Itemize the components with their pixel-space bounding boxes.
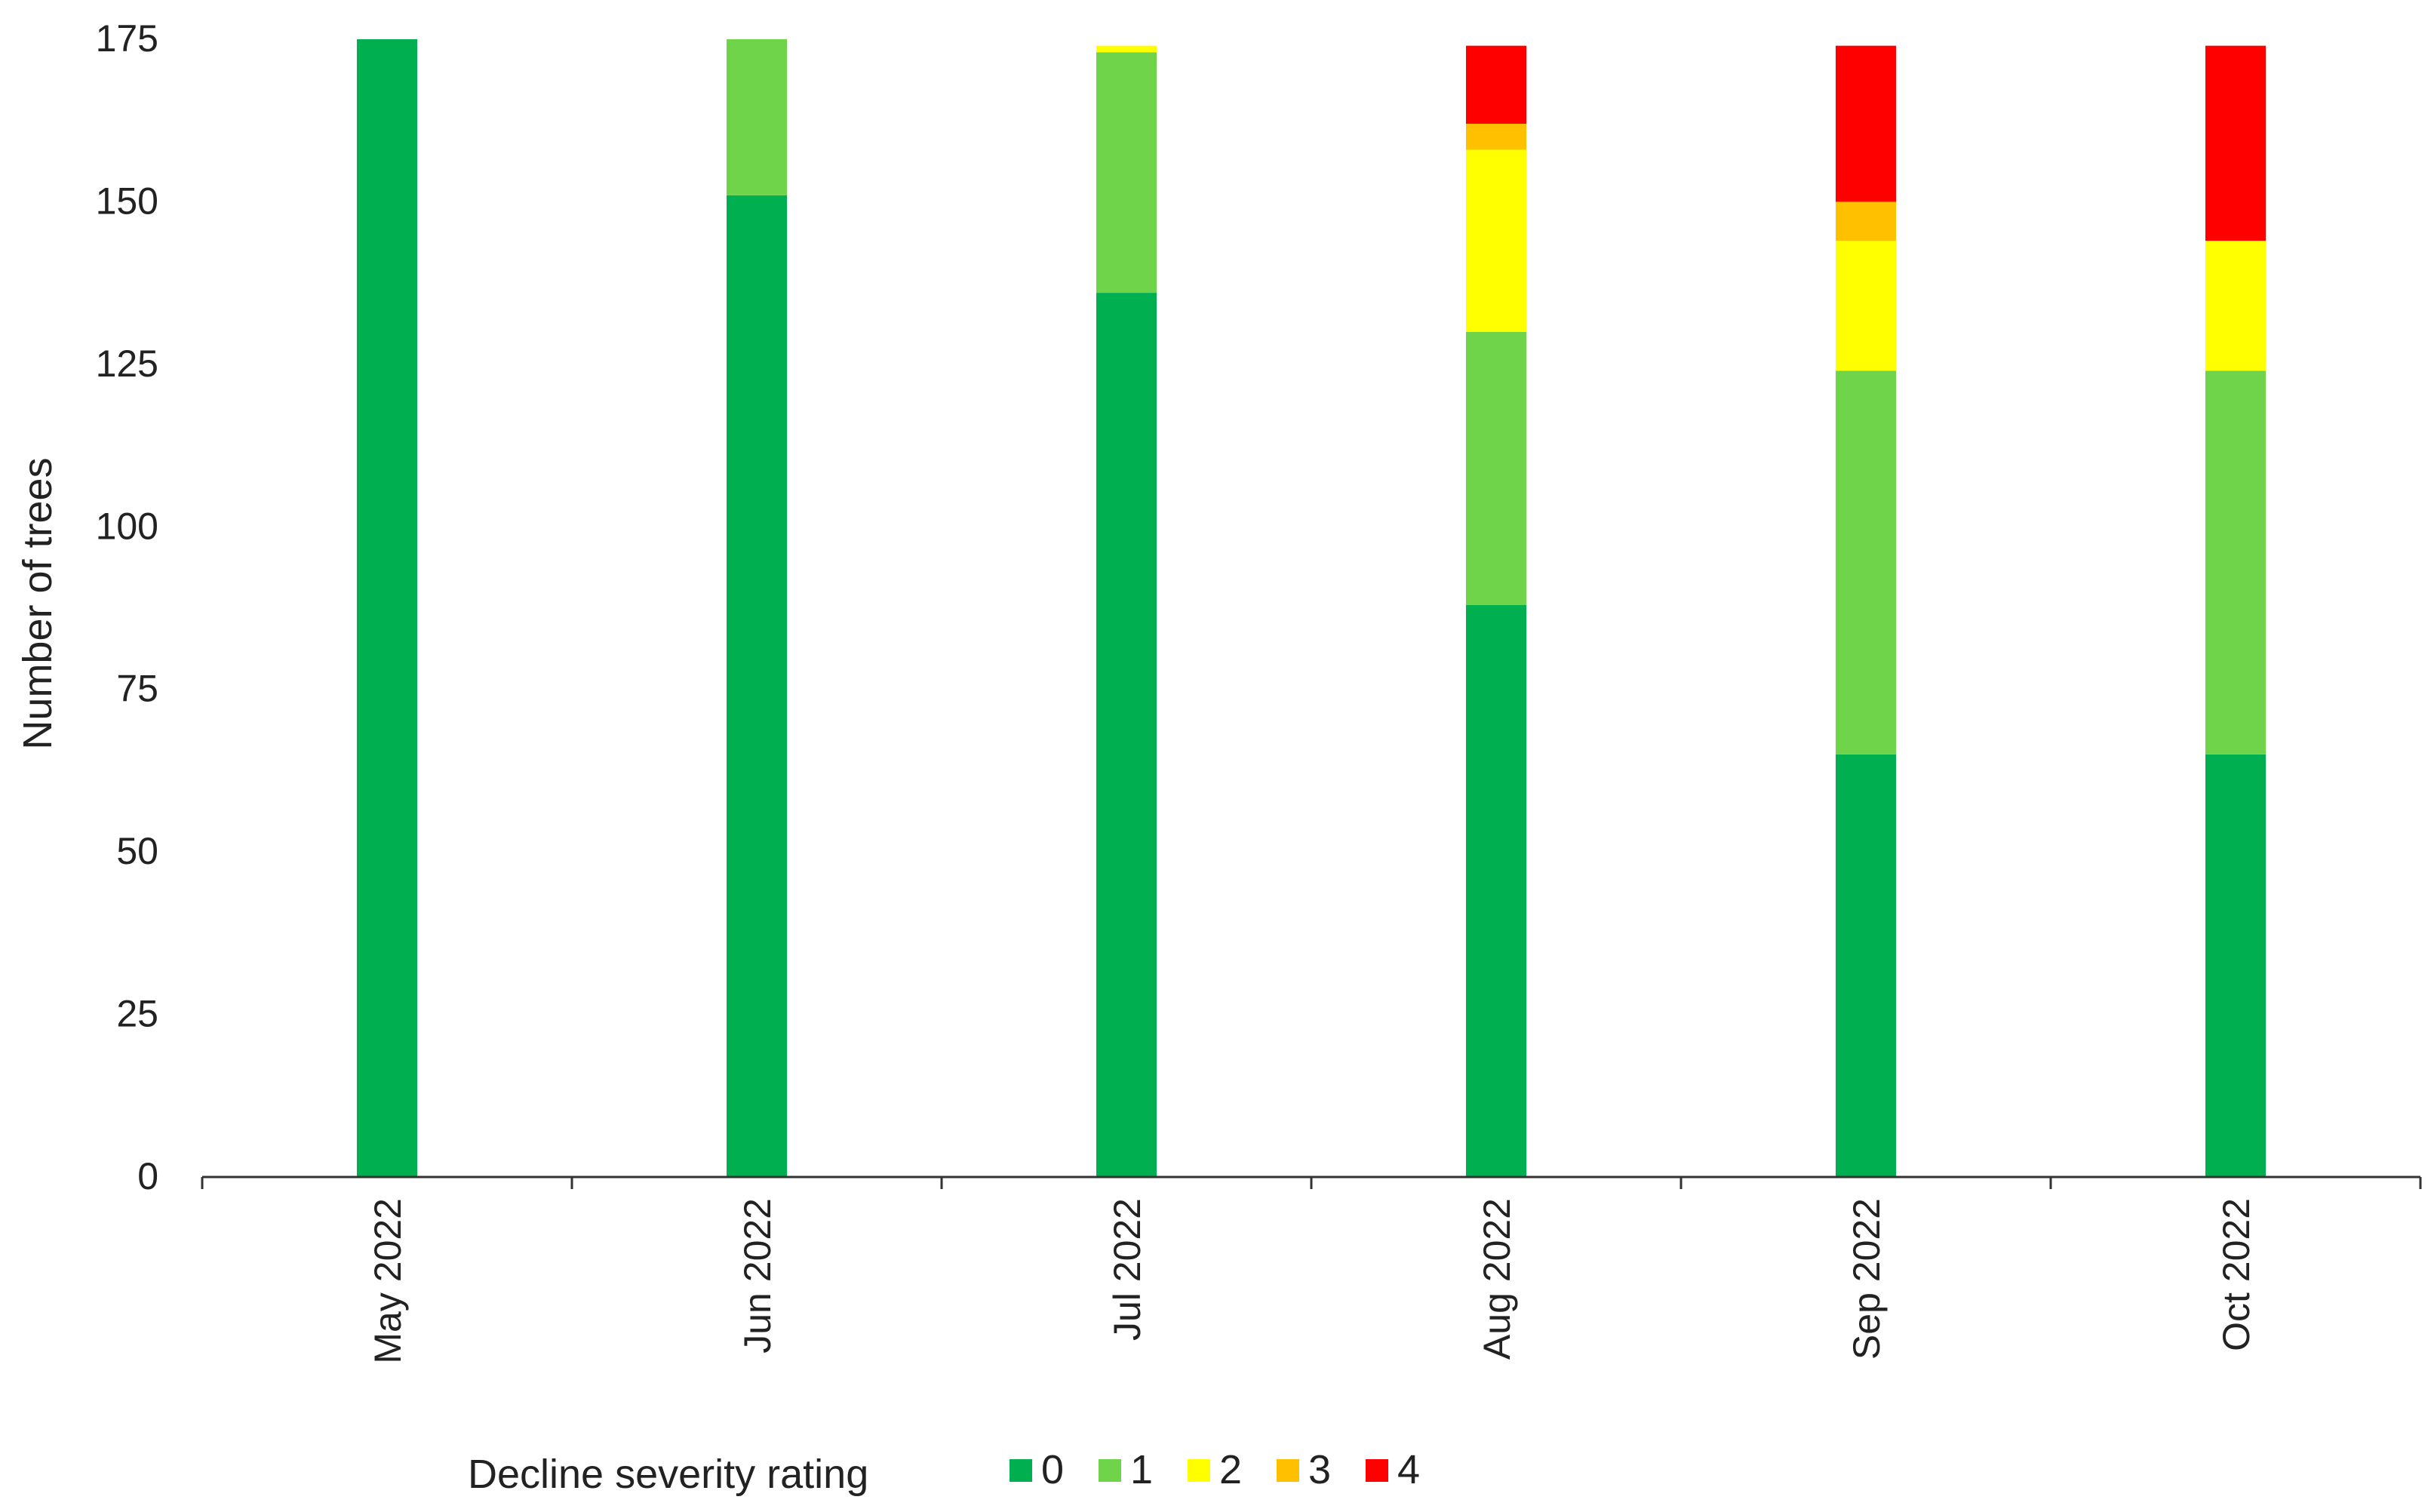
bar-jul-2022-rating-0 (1096, 293, 1157, 1177)
y-tick-label-175: 175 (96, 17, 158, 60)
bar-sep-2022-rating-1 (1836, 370, 1896, 754)
y-axis-ticks: 0 25 50 75 100 125 150 175 (96, 17, 158, 1197)
x-axis (201, 1175, 2422, 1189)
bar-oct-2022-rating-0 (2205, 754, 2266, 1177)
legend-swatch-0 (1010, 1459, 1032, 1482)
legend-label-0: 0 (1041, 1447, 1064, 1492)
legend-label-4: 4 (1397, 1447, 1420, 1492)
x-tick-label-may-2022: May 2022 (367, 1198, 409, 1364)
x-tick-label-jul-2022: Jul 2022 (1106, 1198, 1148, 1341)
y-axis-title: Number of trees (15, 457, 60, 749)
bar-aug-2022-rating-4 (1466, 45, 1526, 124)
y-tick-label-50: 50 (116, 830, 158, 872)
bar-sep-2022-rating-4 (1836, 45, 1896, 202)
x-tick-label-oct-2022: Oct 2022 (2215, 1198, 2257, 1351)
bar-sep-2022-rating-0 (1836, 754, 1896, 1177)
bar-jun-2022-rating-0 (727, 195, 787, 1178)
bar-jul-2022-rating-2 (1096, 45, 1157, 53)
bar-aug-2022-rating-0 (1466, 604, 1526, 1177)
legend-swatch-1 (1099, 1459, 1121, 1482)
bar-aug-2022-rating-1 (1466, 331, 1526, 605)
bar-oct-2022-rating-1 (2205, 370, 2266, 754)
bar-jun-2022-rating-1 (727, 39, 787, 195)
bar-aug-2022-rating-3 (1466, 124, 1526, 150)
legend-label-2: 2 (1219, 1447, 1242, 1492)
x-axis-tick-labels: May 2022 Jun 2022 Jul 2022 Aug 2022 Sep 2022… (367, 1198, 2257, 1364)
y-tick-label-75: 75 (116, 668, 158, 710)
legend-title: Decline severity rating (468, 1452, 868, 1497)
x-tick-label-jun-2022: Jun 2022 (736, 1198, 779, 1354)
x-tick-label-sep-2022: Sep 2022 (1845, 1198, 1888, 1360)
legend-swatch-2 (1188, 1459, 1210, 1482)
x-tick-label-aug-2022: Aug 2022 (1476, 1198, 1518, 1360)
bar-sep-2022-rating-2 (1836, 241, 1896, 371)
legend-items: 0 1 2 3 4 (1010, 1447, 1420, 1492)
bar-oct-2022-rating-2 (2205, 241, 2266, 371)
bar-jul-2022-rating-1 (1096, 52, 1157, 293)
bars-layer (357, 39, 2266, 1178)
bar-sep-2022-rating-3 (1836, 201, 1896, 241)
legend-label-3: 3 (1308, 1447, 1331, 1492)
legend: Decline severity rating 0 1 2 3 4 (468, 1447, 1420, 1497)
legend-swatch-3 (1277, 1459, 1299, 1482)
bar-may-2022-rating-0 (357, 39, 417, 1177)
y-tick-label-100: 100 (96, 505, 158, 547)
legend-swatch-4 (1366, 1459, 1388, 1482)
bar-oct-2022-rating-4 (2205, 45, 2266, 241)
y-tick-label-0: 0 (137, 1155, 158, 1197)
legend-label-1: 1 (1130, 1447, 1153, 1492)
y-tick-label-150: 150 (96, 180, 158, 222)
y-tick-label-25: 25 (116, 993, 158, 1035)
y-tick-label-125: 125 (96, 343, 158, 385)
bar-aug-2022-rating-2 (1466, 149, 1526, 332)
